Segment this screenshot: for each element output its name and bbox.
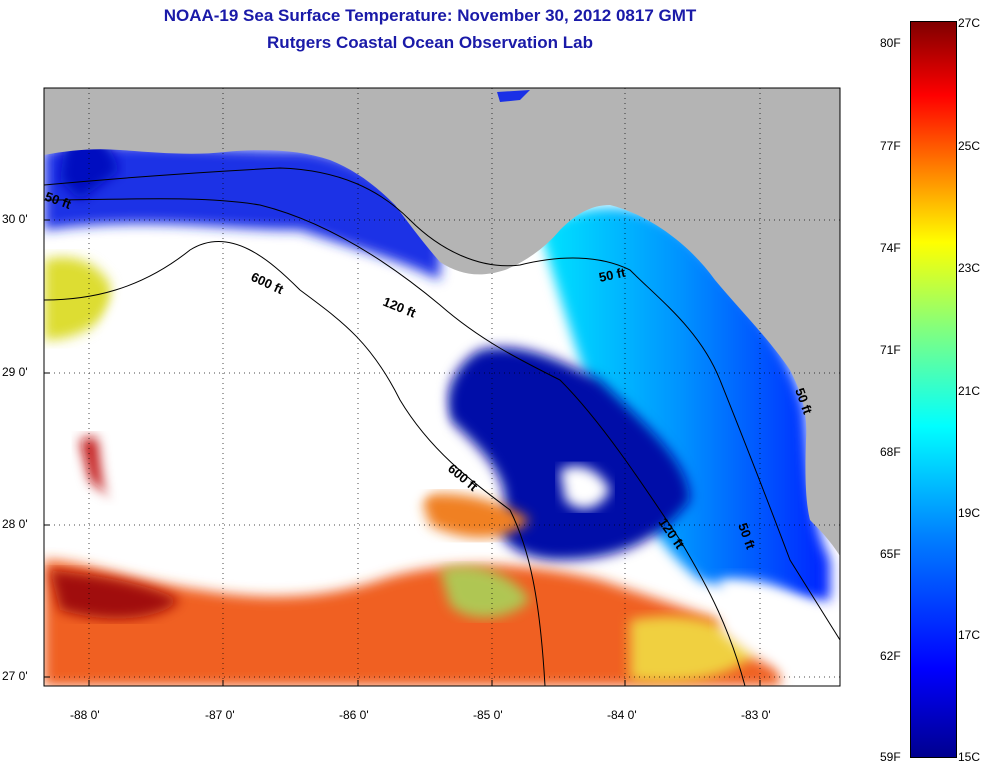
lon-label: -87 0'	[205, 708, 235, 722]
colorbar-f-label: 68F	[880, 445, 901, 459]
warm-water-south	[44, 560, 780, 686]
colorbar-f-label: 77F	[880, 139, 901, 153]
lat-label: 28 0'	[2, 517, 28, 531]
land-mass	[44, 88, 840, 556]
orange-band-mid	[420, 493, 530, 538]
colorbar-c-label: 17C	[958, 628, 981, 642]
colorbar-c-label: 21C	[958, 384, 981, 398]
lat-label: 29 0'	[2, 365, 28, 379]
lat-label: 27 0'	[2, 669, 28, 683]
colorbar-c-label: 25C	[958, 139, 981, 153]
temperature-colorbar	[910, 21, 957, 758]
contour-label: 50 ft	[598, 265, 628, 285]
map-title: NOAA-19 Sea Surface Temperature: Novembe…	[163, 6, 697, 25]
colorbar-f-label: 74F	[880, 241, 901, 255]
lat-label: 30 0'	[2, 212, 28, 226]
lon-label: -86 0'	[339, 708, 369, 722]
colorbar-c-label: 23C	[958, 261, 981, 275]
map-subtitle: Rutgers Coastal Ocean Observation Lab	[267, 33, 593, 52]
cold-water-florida-shelf	[540, 207, 830, 600]
colorbar-c-label: 19C	[958, 506, 981, 520]
colorbar-f-label: 80F	[880, 36, 901, 50]
colorbar-c-label: 15C	[958, 750, 981, 764]
warm-water-west	[44, 257, 115, 340]
colorbar-f-label: 65F	[880, 547, 901, 561]
deep-blue-big-bend	[447, 347, 690, 560]
colorbar-c-label: 27C	[958, 16, 981, 30]
map-frame	[43, 87, 841, 687]
island-apalachicola	[497, 90, 530, 102]
contour-120ft	[44, 198, 746, 686]
contour-50ft-north	[44, 167, 840, 641]
lon-label: -83 0'	[741, 708, 771, 722]
lon-label: -88 0'	[70, 708, 100, 722]
cloud-patch-bend	[560, 466, 610, 509]
colorbar-f-label: 71F	[880, 343, 901, 357]
green-patches-south	[440, 566, 530, 618]
hot-water-southwest	[50, 570, 180, 619]
cloud-patch-east	[720, 579, 830, 686]
contour-600ft	[44, 240, 546, 686]
colorbar-f-label: 59F	[880, 750, 901, 764]
lon-label: -85 0'	[473, 708, 503, 722]
cold-water-north	[44, 145, 440, 280]
lon-label: -84 0'	[607, 708, 637, 722]
frame-ticks	[44, 219, 761, 686]
colorbar-f-label: 62F	[880, 649, 901, 663]
